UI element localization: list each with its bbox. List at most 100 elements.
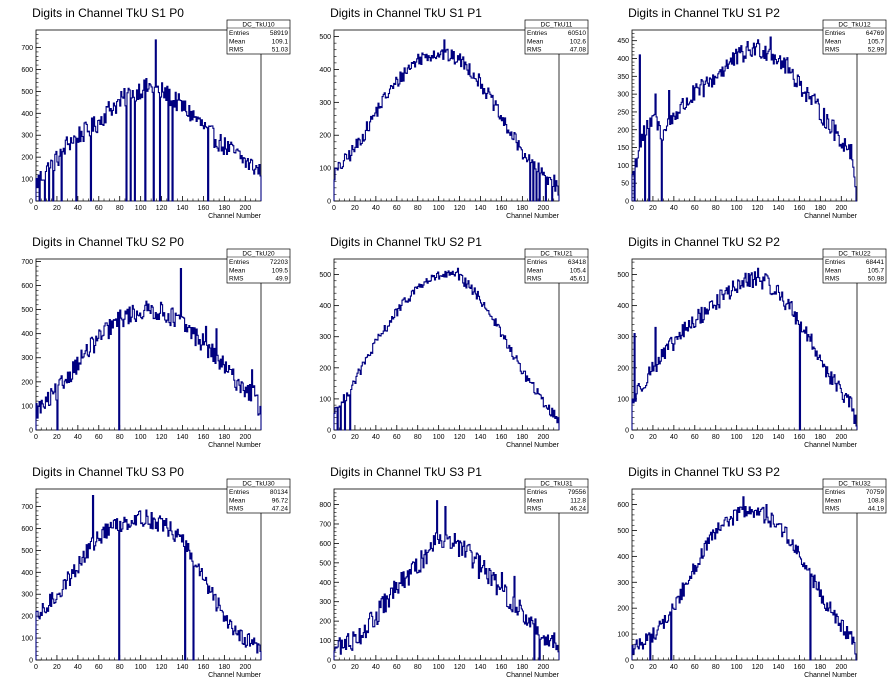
chart-6-x-tick-label: 80 bbox=[116, 664, 124, 671]
chart-2-x-tick-label: 0 bbox=[630, 205, 634, 212]
chart-0-y-tick-label: 500 bbox=[21, 89, 33, 96]
chart-1-x-tick-label: 140 bbox=[475, 205, 487, 212]
chart-8-y-ticks: 0 100 200 300 400 500 600 bbox=[617, 493, 637, 665]
chart-3-stats-name: DC_TkU20 bbox=[242, 251, 275, 258]
chart-4-frame bbox=[333, 258, 560, 431]
chart-4-y-tick-label: 200 bbox=[319, 365, 331, 372]
chart-7-x-tick-label: 160 bbox=[496, 664, 508, 671]
chart-0-stats-entries-label: Entries bbox=[229, 30, 250, 37]
chart-2-y-tick-label: 400 bbox=[617, 56, 629, 63]
chart-0-stats-frame bbox=[226, 19, 291, 55]
chart-8-x-tick-label: 100 bbox=[731, 664, 743, 671]
chart-7-stats-rms-value: 46.24 bbox=[570, 506, 587, 513]
chart-5-x-tick-label: 60 bbox=[691, 434, 699, 441]
chart-4-x-tick-label: 140 bbox=[475, 434, 487, 441]
chart-8-x-tick-label: 160 bbox=[794, 664, 806, 671]
chart-4-stats-rms-label: RMS bbox=[527, 276, 542, 283]
chart-6-y-tick-label: 500 bbox=[21, 548, 33, 555]
chart-6-x-tick-label: 180 bbox=[219, 664, 231, 671]
chart-6-x-tick-label: 100 bbox=[135, 664, 147, 671]
chart-3-y-tick-label: 100 bbox=[21, 403, 33, 410]
chart-2-stats-mean-value: 105.7 bbox=[868, 38, 885, 45]
chart-3-histogram-line bbox=[35, 268, 262, 431]
chart-1-x-tick-label: 100 bbox=[433, 205, 445, 212]
chart-3-stats-mean-value: 109.5 bbox=[272, 267, 289, 274]
chart-7-stats-mean-label: Mean bbox=[527, 497, 544, 504]
chart-8-histogram-line bbox=[631, 496, 857, 661]
chart-4-title: Digits in Channel TkU S2 P1 bbox=[330, 235, 482, 249]
chart-6-stats-rms-label: RMS bbox=[229, 506, 244, 513]
chart-8-stats-entries-label: Entries bbox=[825, 489, 846, 496]
chart-4-x-tick-label: 40 bbox=[372, 434, 380, 441]
chart-6-x-ticks: 0 20 40 60 80 100 120 140 160 180 200 bbox=[34, 655, 257, 671]
chart-3-stats-entries-label: Entries bbox=[229, 259, 250, 266]
chart-7-x-ticks: 0 20 40 60 80 100 120 140 160 180 200 bbox=[332, 655, 555, 671]
chart-1-y-tick-label: 0 bbox=[327, 199, 331, 206]
chart-8-y-tick-label: 500 bbox=[617, 528, 629, 535]
chart-3-y-tick-label: 500 bbox=[21, 307, 33, 314]
chart-8-y-tick-label: 300 bbox=[617, 580, 629, 587]
chart-5-y-tick-label: 500 bbox=[617, 272, 629, 279]
chart-2-y-tick-label: 300 bbox=[617, 92, 629, 99]
chart-3-x-tick-label: 200 bbox=[239, 434, 251, 441]
chart-2-y-tick-label: 50 bbox=[621, 181, 629, 188]
chart-2-y-ticks: 0 50 100 150 200 250 300 350 400 450 bbox=[617, 33, 637, 206]
chart-0-y-tick-label: 100 bbox=[21, 177, 33, 184]
chart-2-y-tick-label: 450 bbox=[617, 38, 629, 45]
chart-8-y-tick-label: 0 bbox=[625, 658, 629, 665]
chart-4-x-tick-label: 180 bbox=[517, 434, 529, 441]
chart-2-x-tick-label: 160 bbox=[794, 205, 806, 212]
chart-4-stats-entries-value: 63418 bbox=[568, 259, 586, 266]
chart-3-x-tick-label: 100 bbox=[135, 434, 147, 441]
chart-0-x-tick-label: 40 bbox=[74, 205, 82, 212]
chart-7-x-tick-label: 20 bbox=[351, 664, 359, 671]
chart-4-y-tick-label: 400 bbox=[319, 303, 331, 310]
chart-6-y-tick-label: 100 bbox=[21, 636, 33, 643]
chart-0-frame bbox=[35, 29, 262, 202]
chart-5-y-tick-label: 200 bbox=[617, 365, 629, 372]
chart-5-y-tick-label: 300 bbox=[617, 334, 629, 341]
chart-6-x-tick-label: 60 bbox=[95, 664, 103, 671]
chart-5-stats-name: DC_TkU22 bbox=[838, 251, 871, 258]
chart-1-stats-mean-label: Mean bbox=[527, 38, 544, 45]
chart-0-y-tick-label: 300 bbox=[21, 133, 33, 140]
chart-1-stats-rms-label: RMS bbox=[527, 47, 542, 54]
chart-5-x-axis-label: Channel Number bbox=[804, 442, 858, 449]
chart-4-x-tick-label: 80 bbox=[414, 434, 422, 441]
chart-8-x-tick-label: 200 bbox=[835, 664, 847, 671]
chart-1-x-axis-label: Channel Number bbox=[506, 213, 560, 220]
chart-6-frame bbox=[35, 488, 262, 661]
chart-3-x-axis-label: Channel Number bbox=[208, 442, 262, 449]
chart-0-x-axis-label: Channel Number bbox=[208, 213, 262, 220]
chart-6: Digits in Channel TkU S3 P0 0 20 40 60 80 100 1… bbox=[21, 465, 291, 679]
chart-7-stats-rms-label: RMS bbox=[527, 506, 542, 513]
chart-2-x-tick-label: 40 bbox=[670, 205, 678, 212]
chart-2-stats-mean-label: Mean bbox=[825, 38, 842, 45]
chart-2-x-tick-label: 20 bbox=[649, 205, 657, 212]
chart-1-stats-entries-value: 60510 bbox=[568, 30, 586, 37]
chart-1-title: Digits in Channel TkU S1 P1 bbox=[330, 6, 482, 20]
chart-5-x-tick-label: 20 bbox=[649, 434, 657, 441]
chart-1-x-tick-label: 160 bbox=[496, 205, 508, 212]
chart-0-x-tick-label: 200 bbox=[239, 205, 251, 212]
chart-1-frame bbox=[333, 29, 560, 202]
chart-1-stats-name: DC_TkU11 bbox=[541, 22, 573, 29]
chart-7-x-tick-label: 180 bbox=[517, 664, 529, 671]
chart-3-x-tick-label: 0 bbox=[34, 434, 38, 441]
chart-0-stats-name: DC_TkU10 bbox=[242, 22, 275, 29]
chart-3-y-tick-label: 300 bbox=[21, 355, 33, 362]
chart-2-y-tick-label: 0 bbox=[625, 199, 629, 206]
chart-6-stats-entries-label: Entries bbox=[229, 489, 250, 496]
chart-1-stats-entries-label: Entries bbox=[527, 30, 548, 37]
chart-4-x-tick-label: 0 bbox=[332, 434, 336, 441]
chart-4-y-tick-label: 300 bbox=[319, 334, 331, 341]
chart-3-y-ticks: 0 100 200 300 400 500 600 700 bbox=[21, 259, 41, 435]
chart-1-x-tick-label: 0 bbox=[332, 205, 336, 212]
chart-0-x-tick-label: 100 bbox=[135, 205, 147, 212]
chart-5-x-tick-label: 120 bbox=[752, 434, 764, 441]
chart-6-x-tick-label: 0 bbox=[34, 664, 38, 671]
chart-8-x-tick-label: 0 bbox=[630, 664, 634, 671]
chart-2-y-tick-label: 250 bbox=[617, 109, 629, 116]
chart-0-x-tick-label: 80 bbox=[116, 205, 124, 212]
chart-0-y-tick-label: 200 bbox=[21, 155, 33, 162]
